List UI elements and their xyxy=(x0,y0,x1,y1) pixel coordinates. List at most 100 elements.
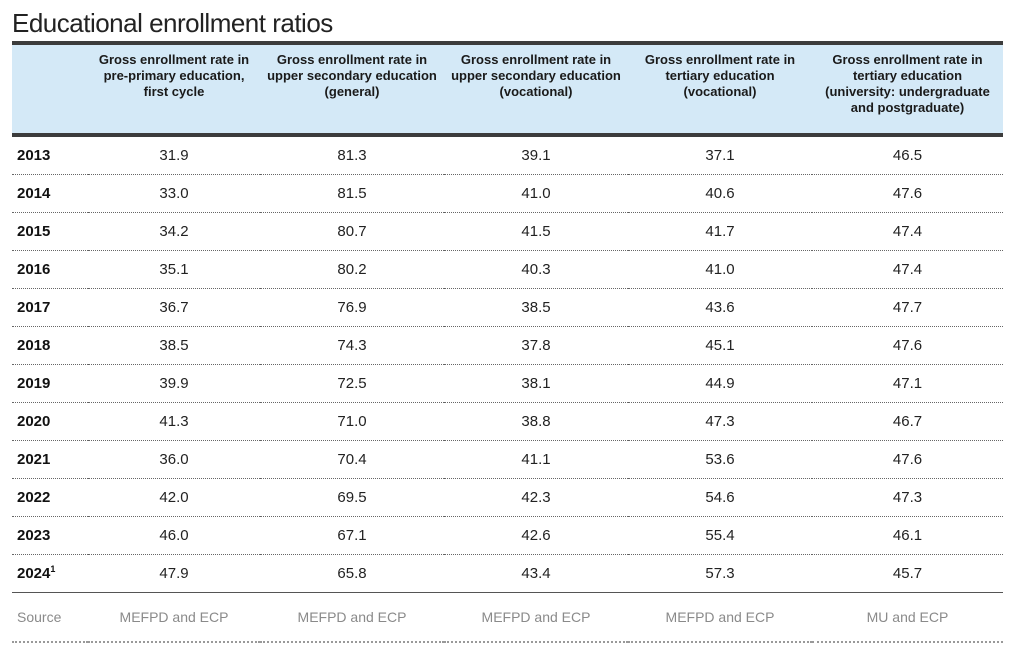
year-cell: 2019 xyxy=(12,364,88,403)
year-label: 2019 xyxy=(17,375,51,392)
year-label: 2017 xyxy=(17,299,51,316)
value-cell: 31.9 xyxy=(88,135,260,175)
value-cell: 42.0 xyxy=(88,478,260,517)
value-cell: 70.4 xyxy=(260,440,444,479)
column-header-2: Gross enrollment rate in upper secondary… xyxy=(260,43,444,135)
value-cell: 41.5 xyxy=(444,212,628,251)
value-cell: 45.1 xyxy=(628,326,812,365)
value-cell: 47.7 xyxy=(812,288,1003,327)
table-row: 20241 47.9 65.8 43.4 57.3 45.7 xyxy=(12,554,1003,593)
value-cell: 65.8 xyxy=(260,554,444,593)
value-cell: 34.2 xyxy=(88,212,260,251)
value-cell: 57.3 xyxy=(628,554,812,593)
value-cell: 47.9 xyxy=(88,554,260,593)
column-header-5: Gross enrollment rate in tertiary educat… xyxy=(812,43,1003,135)
value-cell: 36.7 xyxy=(88,288,260,327)
value-cell: 47.6 xyxy=(812,326,1003,365)
year-cell: 2017 xyxy=(12,288,88,327)
value-cell: 47.6 xyxy=(812,440,1003,479)
value-cell: 55.4 xyxy=(628,516,812,555)
value-cell: 54.6 xyxy=(628,478,812,517)
source-cell: MU and ECP xyxy=(812,592,1003,643)
column-header-1: Gross enrollment rate in pre-primary edu… xyxy=(88,43,260,135)
value-cell: 41.0 xyxy=(628,250,812,289)
source-row: Source MEFPD and ECP MEFPD and ECP MEFPD an… xyxy=(12,592,1003,643)
value-cell: 35.1 xyxy=(88,250,260,289)
table-row: 2013 31.9 81.3 39.1 37.1 46.5 xyxy=(12,135,1003,175)
year-cell: 2013 xyxy=(12,135,88,175)
value-cell: 38.5 xyxy=(88,326,260,365)
footnote-marker: 1 xyxy=(50,564,56,574)
value-cell: 38.5 xyxy=(444,288,628,327)
value-cell: 47.4 xyxy=(812,250,1003,289)
source-cell: MEFPD and ECP xyxy=(88,592,260,643)
year-label: 2015 xyxy=(17,223,51,240)
year-cell: 2023 xyxy=(12,516,88,555)
table-row: 2023 46.0 67.1 42.6 55.4 46.1 xyxy=(12,516,1003,555)
value-cell: 46.0 xyxy=(88,516,260,555)
value-cell: 46.7 xyxy=(812,402,1003,441)
year-label: 2024 xyxy=(17,565,51,582)
enrollment-table: Gross enrollment rate in pre-primary edu… xyxy=(12,41,1003,643)
source-cell: MEFPD and ECP xyxy=(260,592,444,643)
value-cell: 69.5 xyxy=(260,478,444,517)
value-cell: 47.3 xyxy=(628,402,812,441)
year-label: 2023 xyxy=(17,527,51,544)
year-label: 2014 xyxy=(17,185,51,202)
value-cell: 43.4 xyxy=(444,554,628,593)
table-body: 2013 31.9 81.3 39.1 37.1 46.5 2014 33.0 81.5 41.0… xyxy=(12,135,1003,643)
column-header-3: Gross enrollment rate in upper secondary… xyxy=(444,43,628,135)
year-cell: 2014 xyxy=(12,174,88,213)
value-cell: 44.9 xyxy=(628,364,812,403)
year-cell: 2018 xyxy=(12,326,88,365)
year-cell: 2022 xyxy=(12,478,88,517)
source-cell: MEFPD and ECP xyxy=(444,592,628,643)
table-row: 2021 36.0 70.4 41.1 53.6 47.6 xyxy=(12,440,1003,479)
year-label: 2020 xyxy=(17,413,51,430)
value-cell: 80.7 xyxy=(260,212,444,251)
year-cell: 2020 xyxy=(12,402,88,441)
column-header-4: Gross enrollment rate in tertiary educat… xyxy=(628,43,812,135)
table-row: 2016 35.1 80.2 40.3 41.0 47.4 xyxy=(12,250,1003,289)
header-year-cell xyxy=(12,43,88,135)
value-cell: 36.0 xyxy=(88,440,260,479)
year-cell: 2015 xyxy=(12,212,88,251)
value-cell: 42.3 xyxy=(444,478,628,517)
value-cell: 38.1 xyxy=(444,364,628,403)
table-row: 2020 41.3 71.0 38.8 47.3 46.7 xyxy=(12,402,1003,441)
value-cell: 80.2 xyxy=(260,250,444,289)
value-cell: 45.7 xyxy=(812,554,1003,593)
value-cell: 37.1 xyxy=(628,135,812,175)
table-row: 2019 39.9 72.5 38.1 44.9 47.1 xyxy=(12,364,1003,403)
value-cell: 40.3 xyxy=(444,250,628,289)
table-row: 2017 36.7 76.9 38.5 43.6 47.7 xyxy=(12,288,1003,327)
value-cell: 74.3 xyxy=(260,326,444,365)
table-row: 2014 33.0 81.5 41.0 40.6 47.6 xyxy=(12,174,1003,213)
value-cell: 71.0 xyxy=(260,402,444,441)
year-label: 2022 xyxy=(17,489,51,506)
value-cell: 67.1 xyxy=(260,516,444,555)
value-cell: 39.1 xyxy=(444,135,628,175)
value-cell: 76.9 xyxy=(260,288,444,327)
value-cell: 53.6 xyxy=(628,440,812,479)
value-cell: 47.4 xyxy=(812,212,1003,251)
value-cell: 43.6 xyxy=(628,288,812,327)
table-row: 2018 38.5 74.3 37.8 45.1 47.6 xyxy=(12,326,1003,365)
value-cell: 39.9 xyxy=(88,364,260,403)
value-cell: 40.6 xyxy=(628,174,812,213)
value-cell: 42.6 xyxy=(444,516,628,555)
value-cell: 41.1 xyxy=(444,440,628,479)
year-label: 2018 xyxy=(17,337,51,354)
table-header: Gross enrollment rate in pre-primary edu… xyxy=(12,43,1003,135)
value-cell: 38.8 xyxy=(444,402,628,441)
value-cell: 47.3 xyxy=(812,478,1003,517)
year-label: 2021 xyxy=(17,451,51,468)
value-cell: 37.8 xyxy=(444,326,628,365)
year-cell: 2021 xyxy=(12,440,88,479)
source-label: Source xyxy=(12,592,88,643)
page-title: Educational enrollment ratios xyxy=(12,8,333,38)
value-cell: 81.3 xyxy=(260,135,444,175)
year-cell: 2016 xyxy=(12,250,88,289)
table-row: 2022 42.0 69.5 42.3 54.6 47.3 xyxy=(12,478,1003,517)
source-cell: MEFPD and ECP xyxy=(628,592,812,643)
